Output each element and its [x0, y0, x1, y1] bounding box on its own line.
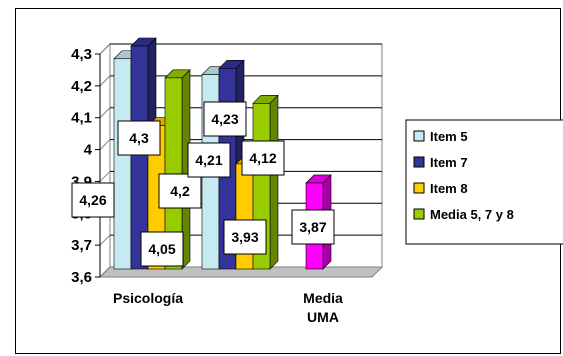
legend-swatch [413, 130, 425, 142]
category-label: Psicología [113, 290, 183, 306]
data-label-media: 4,2 [170, 183, 190, 199]
bar-media-5-7-y-8 [164, 77, 183, 270]
y-tick-label: 4 [84, 142, 93, 159]
legend-label: Item 7 [430, 155, 468, 170]
data-label-extra-2-box [203, 101, 247, 137]
category-label: Media [303, 290, 343, 306]
y-tick-label: 3,6 [71, 269, 92, 286]
data-label-extra-2: 4,23 [211, 111, 238, 127]
legend-swatch [413, 182, 425, 194]
legend-swatch [413, 156, 425, 168]
gridline-side [99, 75, 111, 87]
y-tick-label: 4,2 [71, 78, 92, 95]
legend-label: Item 5 [430, 129, 468, 144]
data-label-extra-1: 4,21 [195, 152, 222, 168]
data-label-extra-1-box [187, 142, 231, 178]
gridline-side [99, 107, 111, 119]
data-label-extra-3: 3,93 [231, 229, 258, 245]
data-label-item7: 4,3 [129, 130, 149, 146]
category-label: UMA [307, 309, 339, 325]
data-label-item5: 4,26 [79, 192, 106, 208]
data-label-item5-box [71, 182, 115, 218]
data-label-extra-4: 4,12 [249, 150, 276, 166]
plot-side-wall [99, 42, 111, 279]
y-tick-label: 4,3 [71, 46, 92, 63]
data-label-extra-3-box [223, 219, 267, 255]
gridline-side [99, 139, 111, 150]
data-label-media-box [158, 173, 202, 209]
data-label-item7-box [117, 120, 161, 156]
gridline-side [99, 171, 111, 182]
bar-item-5 [113, 58, 132, 270]
legend [405, 119, 563, 245]
legend-swatch [413, 208, 425, 220]
data-label-item8-box [140, 231, 184, 267]
y-tick-label: 4,1 [71, 110, 92, 127]
data-label-uma: 3,87 [299, 219, 326, 235]
legend-label: Item 8 [430, 181, 468, 196]
data-label-uma-box [291, 209, 335, 245]
gridline-side [99, 266, 111, 278]
legend-label: Media 5, 7 y 8 [430, 207, 514, 222]
gridline-side [99, 234, 111, 246]
bar-extra-4-side [269, 94, 279, 270]
data-label-extra-4-box [241, 140, 285, 176]
y-tick-label: 3,7 [71, 237, 92, 254]
gridline-side [99, 43, 111, 55]
data-label-item8: 4,05 [148, 241, 175, 257]
